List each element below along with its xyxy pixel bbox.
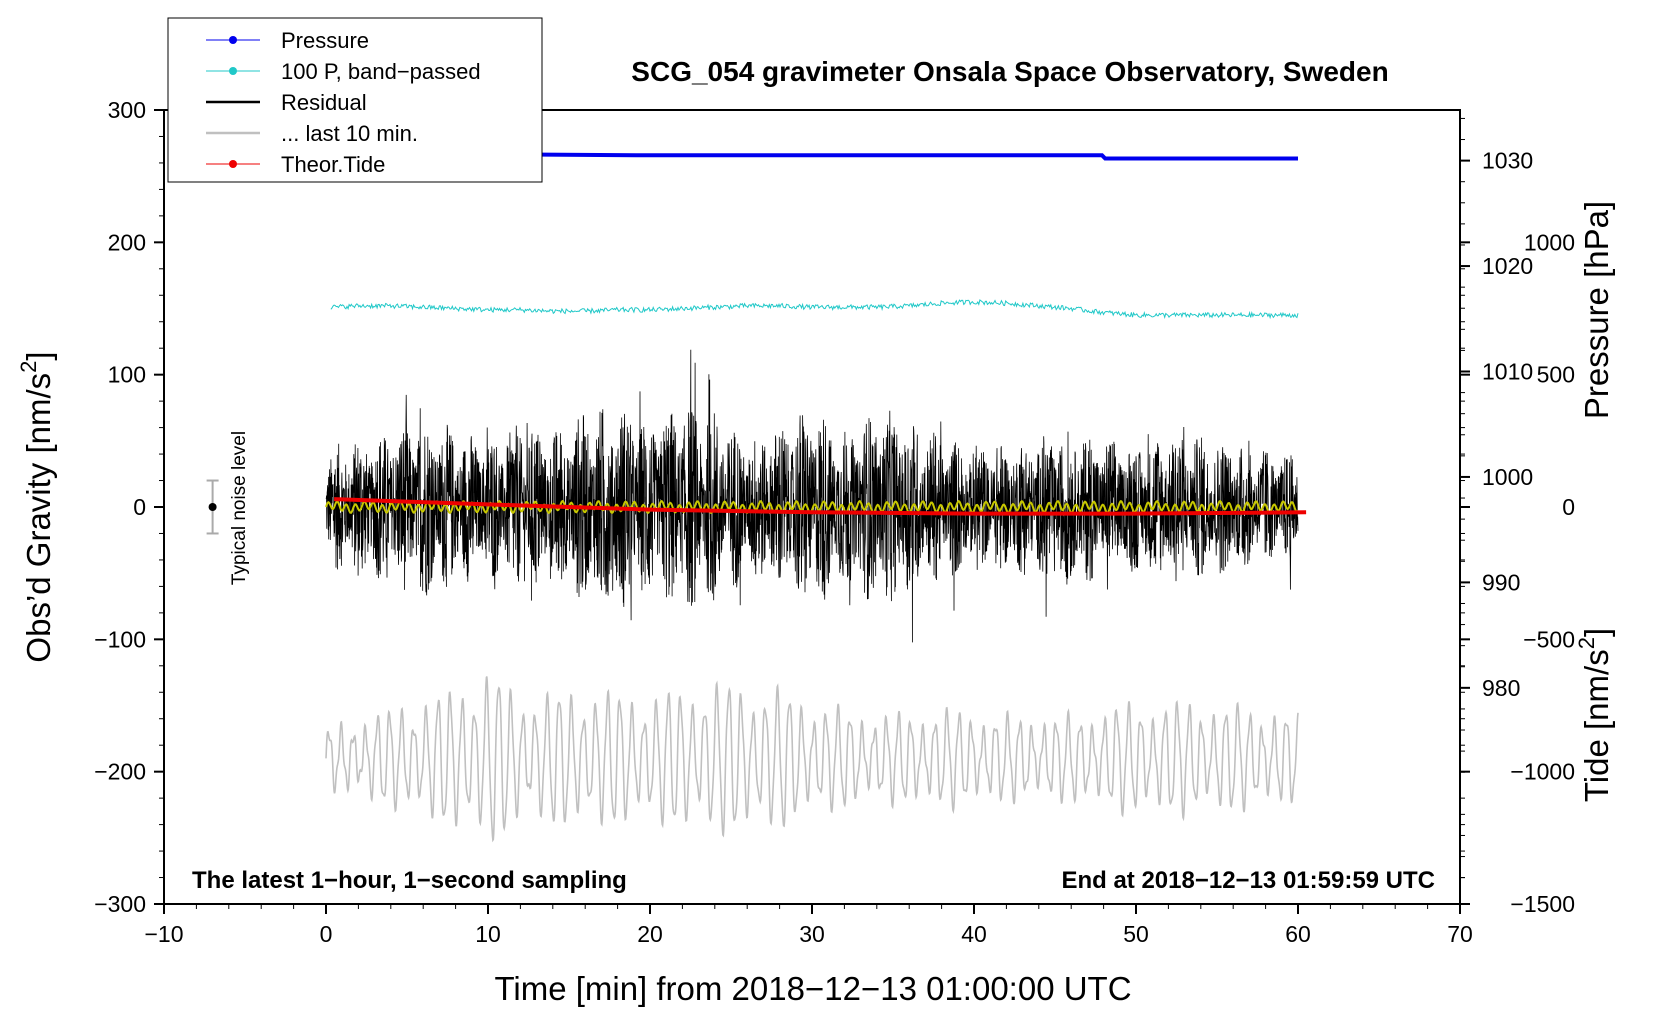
y-axis-tide-title-text: Tide [nm/s: [1578, 649, 1615, 802]
y-axis-tide-title-sup: 2: [1574, 637, 1599, 649]
x-tick-label: 70: [1447, 921, 1473, 947]
y-axis-left: −300 −200 −100 0 100 200 300: [94, 97, 164, 917]
legend-label: Residual: [281, 90, 367, 115]
y-tide-tick-label: 0: [1562, 494, 1575, 520]
noise-level-label: Typical noise level: [229, 431, 250, 585]
y-axis-pressure: 980 990 1000 1010 1020 1030: [1460, 117, 1533, 879]
series-theoretical-tide: [334, 497, 1307, 516]
y-pressure-tick-label: 990: [1482, 569, 1520, 595]
noise-level-indicator: [206, 479, 219, 535]
y-axis-left-title-end: ]: [20, 351, 57, 360]
y-tide-tick-label: 500: [1537, 362, 1575, 388]
y-axis-tide: −1500 −1000 −500 0 500 1000: [1460, 229, 1575, 917]
corner-note-left: The latest 1−hour, 1−second sampling: [192, 867, 627, 894]
y-left-tick-label: −200: [94, 759, 146, 785]
y-tide-tick-label: −1000: [1510, 759, 1575, 785]
x-tick-label: 0: [320, 921, 333, 947]
series-band-passed-pressure: [330, 299, 1299, 320]
legend-label: Pressure: [281, 28, 369, 53]
y-axis-tide-title: Tide [nm/s2]: [1574, 628, 1615, 802]
series-last-10-min: [325, 676, 1299, 843]
y-tide-tick-label: −500: [1523, 626, 1575, 652]
y-left-tick-label: 100: [108, 362, 146, 388]
y-pressure-tick-label: 1030: [1482, 148, 1533, 174]
x-tick-label: 40: [961, 921, 987, 947]
series-residual: [325, 349, 1299, 643]
y-left-tick-label: 0: [133, 494, 146, 520]
x-tick-label: 30: [799, 921, 825, 947]
legend-swatch-dot: [229, 160, 237, 168]
legend-swatch-dot: [229, 36, 237, 44]
y-pressure-tick-label: 1000: [1482, 464, 1533, 490]
y-axis-tide-title-end: ]: [1578, 628, 1615, 637]
y-tide-tick-label: 1000: [1524, 229, 1575, 255]
corner-note-right: End at 2018−12−13 01:59:59 UTC: [1061, 867, 1435, 894]
y-left-tick-label: 300: [108, 97, 146, 123]
noise-level-dot: [208, 503, 217, 511]
y-axis-left-title-sup: 2: [16, 361, 41, 373]
legend-label: 100 P, band−passed: [281, 59, 481, 84]
y-left-tick-label: −100: [94, 626, 146, 652]
y-pressure-tick-label: 1020: [1482, 253, 1533, 279]
x-axis-title: Time [min] from 2018−12−13 01:00:00 UTC: [494, 970, 1131, 1007]
legend: Pressure 100 P, band−passed Residual ... la…: [167, 17, 543, 183]
x-tick-label: 10: [475, 921, 501, 947]
legend-box: [167, 17, 543, 183]
y-axis-left-title: Obs’d Gravity [nm/s2]: [16, 351, 57, 662]
chart-title: SCG_054 gravimeter Onsala Space Observat…: [631, 56, 1388, 87]
legend-label: Theor.Tide: [281, 152, 385, 177]
y-tide-tick-label: −1500: [1510, 891, 1575, 917]
series-smoothed-residual: [325, 499, 1299, 515]
legend-swatch-dot: [229, 67, 237, 75]
legend-label: ... last 10 min.: [281, 121, 418, 146]
y-pressure-tick-label: 980: [1482, 675, 1520, 701]
x-tick-label: 20: [637, 921, 663, 947]
x-tick-label: 50: [1123, 921, 1149, 947]
x-tick-label: 60: [1285, 921, 1311, 947]
y-left-tick-label: 200: [108, 229, 146, 255]
y-left-tick-label: −300: [94, 891, 146, 917]
y-axis-pressure-title: Pressure [hPa]: [1578, 201, 1615, 419]
y-axis-left-title-text: Obs’d Gravity [nm/s: [20, 373, 57, 663]
y-pressure-tick-label: 1010: [1482, 359, 1533, 385]
x-tick-label: −10: [144, 921, 183, 947]
x-axis: −10 0 10 20 30 40 50 60 70: [144, 904, 1473, 947]
